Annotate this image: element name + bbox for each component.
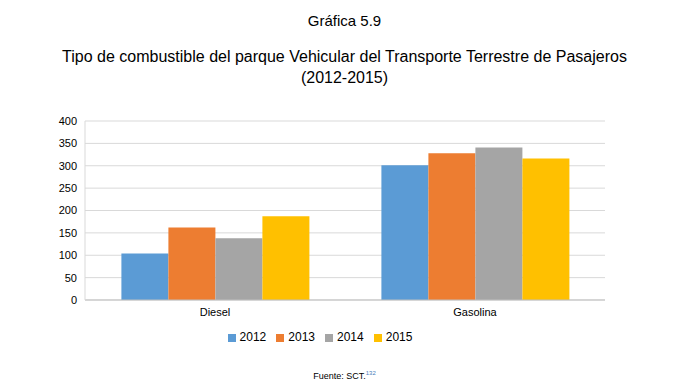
svg-text:0: 0 bbox=[71, 294, 77, 306]
html-text:2012: 2012 bbox=[239, 330, 267, 344]
svg-text:150: 150 bbox=[59, 227, 77, 239]
svg-text:400: 400 bbox=[59, 115, 77, 127]
svg-text:300: 300 bbox=[59, 160, 77, 172]
html-text:Gráfica 5.9: Gráfica 5.9 bbox=[307, 12, 382, 29]
html-text:2015: 2015 bbox=[385, 330, 413, 344]
html-text:2014: 2014 bbox=[337, 330, 364, 344]
html-text:Tipo de combustible del parque: Tipo de combustible del parque Vehicular… bbox=[62, 48, 627, 86]
svg-text:100: 100 bbox=[59, 249, 77, 261]
svg-text:250: 250 bbox=[59, 182, 77, 194]
html-text:Fuente: SCT.132: Fuente: SCT.132 bbox=[313, 370, 376, 381]
svg-text:Gasolina: Gasolina bbox=[453, 306, 497, 318]
svg-text:Diesel: Diesel bbox=[200, 306, 231, 318]
svg-text:50: 50 bbox=[65, 272, 77, 284]
svg-text:200: 200 bbox=[59, 204, 77, 216]
html-text:2013: 2013 bbox=[288, 330, 315, 344]
svg-text:350: 350 bbox=[59, 137, 77, 149]
